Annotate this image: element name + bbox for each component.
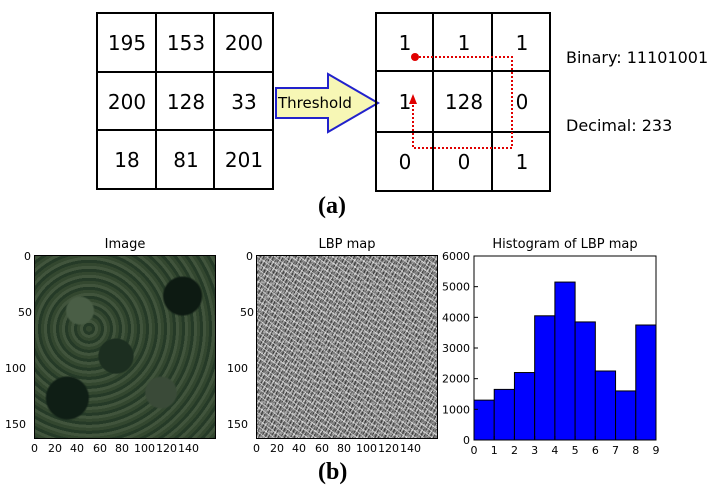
image-x-tick: 100: [134, 442, 155, 455]
input-cell: 153: [166, 31, 206, 55]
input-cell: 201: [224, 148, 264, 172]
lbp-y-tick: 150: [227, 418, 248, 431]
histogram-bar: [574, 321, 596, 441]
lbp-x-tick: 40: [292, 442, 306, 455]
output-cell: 0: [457, 150, 471, 174]
histogram-title: Histogram of LBP map: [492, 237, 638, 252]
image-x-tick: 60: [93, 442, 107, 455]
histogram-y-tick-label: 5000: [442, 281, 470, 294]
binary-label: Binary: 11101001: [566, 48, 709, 67]
lbp-x-tick: 120: [378, 442, 399, 455]
lbp-y-tick: 100: [227, 362, 248, 375]
histogram-y-tick-label: 0: [463, 434, 470, 447]
histogram-bar: [635, 324, 657, 441]
histogram-y-tick-label: 2000: [442, 373, 470, 386]
histogram-bar: [594, 370, 617, 441]
input-cell: 81: [173, 148, 199, 172]
caption-a: (a): [318, 193, 346, 219]
image-x-tick: 120: [156, 442, 177, 455]
histogram-x-tick-label: 1: [491, 444, 498, 457]
histogram-x-tick-label: 9: [653, 444, 660, 457]
input-cell: 128: [166, 90, 206, 114]
lbp-x-tick: 60: [315, 442, 329, 455]
histogram-x-tick-label: 7: [612, 444, 619, 457]
image-panel-title: Image: [104, 237, 146, 252]
output-cell: 1: [398, 31, 412, 55]
lbp-map-image: [256, 255, 438, 439]
input-grid-frame: [96, 12, 274, 190]
image-x-tick: 20: [48, 442, 62, 455]
histogram-x-tick-label: 4: [551, 444, 558, 457]
output-grid-lines: [375, 12, 551, 192]
histogram-bar: [615, 390, 637, 441]
lbp-x-tick: 20: [270, 442, 284, 455]
histogram-x-tick-label: 6: [592, 444, 599, 457]
lbp-x-tick: 140: [400, 442, 421, 455]
output-cell: 1: [515, 150, 529, 174]
threshold-arrow-shape: [275, 72, 380, 134]
image-x-tick: 0: [31, 442, 38, 455]
decimal-label: Decimal: 233: [566, 116, 673, 135]
image-y-tick: 50: [18, 306, 32, 319]
threshold-label: Threshold: [278, 94, 352, 112]
lbp-x-tick: 80: [337, 442, 351, 455]
histogram-x-tick-label: 3: [531, 444, 538, 457]
histogram-bar: [493, 388, 515, 441]
aerial-image: [34, 255, 216, 439]
output-cell: 128: [444, 90, 484, 114]
histogram-y-tick-label: 3000: [442, 342, 470, 355]
input-cell: 200: [107, 90, 147, 114]
histogram-bar: [513, 372, 536, 441]
histogram-y-tick-label: 6000: [442, 250, 470, 263]
histogram-bar: [473, 399, 495, 441]
output-cell: 1: [457, 31, 471, 55]
lbp-panel-title: LBP map: [318, 237, 376, 252]
output-cell: 0: [515, 90, 529, 114]
histogram-x-tick-label: 5: [572, 444, 579, 457]
output-cell: 1: [398, 90, 412, 114]
input-cell: 195: [107, 31, 147, 55]
lbp-y-tick: 50: [240, 306, 254, 319]
path-start-dot: [411, 53, 419, 61]
image-y-tick: 0: [24, 250, 31, 263]
image-x-tick: 80: [115, 442, 129, 455]
lbp-x-tick: 0: [253, 442, 260, 455]
output-cell: 0: [398, 150, 412, 174]
image-y-tick: 100: [5, 362, 26, 375]
image-x-tick: 140: [178, 442, 199, 455]
binary-read-path: [409, 53, 513, 149]
lbp-y-tick: 0: [246, 250, 253, 263]
lbp-x-tick: 100: [356, 442, 377, 455]
input-cell: 33: [231, 90, 257, 114]
image-y-tick: 150: [5, 418, 26, 431]
caption-b: (b): [318, 459, 348, 485]
output-cell: 1: [515, 31, 529, 55]
histogram-bar: [554, 281, 576, 441]
input-grid-lines: [96, 12, 274, 190]
histogram-x-tick-label: 8: [632, 444, 639, 457]
histogram-x-tick-label: 0: [471, 444, 478, 457]
histogram-y-tick-label: 4000: [442, 311, 470, 324]
histogram-x-tick-label: 2: [511, 444, 518, 457]
output-grid-frame: [375, 12, 551, 192]
input-cell: 18: [114, 148, 140, 172]
path-end-arrowhead: [409, 94, 417, 104]
input-cell: 200: [224, 31, 264, 55]
image-x-tick: 40: [70, 442, 84, 455]
histogram-y-tick-label: 1000: [442, 403, 470, 416]
histogram-bar: [534, 315, 556, 441]
